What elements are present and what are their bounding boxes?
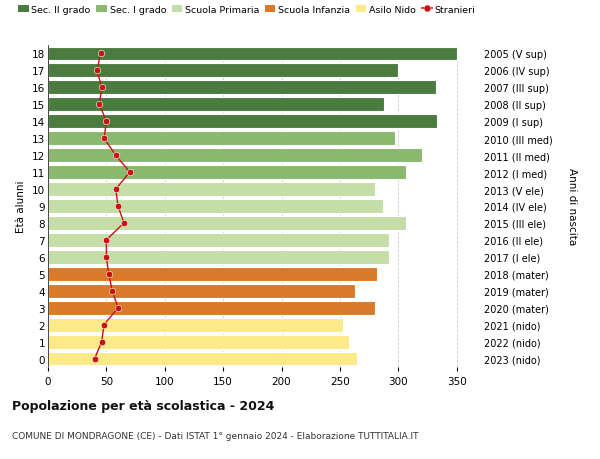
Bar bbox=[48, 132, 395, 146]
Point bbox=[111, 186, 121, 193]
Bar bbox=[48, 267, 377, 281]
Point bbox=[90, 355, 100, 363]
Bar bbox=[48, 183, 375, 196]
Point bbox=[101, 118, 111, 126]
Point bbox=[113, 304, 123, 312]
Bar bbox=[48, 217, 406, 230]
Point bbox=[101, 237, 111, 244]
Bar bbox=[48, 149, 422, 163]
Bar bbox=[48, 64, 398, 78]
Point bbox=[95, 101, 104, 109]
Point bbox=[101, 254, 111, 261]
Point bbox=[96, 50, 106, 58]
Point bbox=[99, 321, 109, 329]
Point bbox=[125, 169, 134, 176]
Bar bbox=[48, 47, 457, 62]
Bar bbox=[48, 98, 384, 112]
Bar bbox=[48, 200, 383, 213]
Point bbox=[104, 270, 113, 278]
Bar bbox=[48, 335, 349, 349]
Bar bbox=[48, 115, 437, 129]
Point bbox=[107, 287, 117, 295]
Bar bbox=[48, 166, 406, 179]
Bar bbox=[48, 250, 389, 264]
Bar bbox=[48, 301, 375, 315]
Point bbox=[119, 220, 128, 227]
Point bbox=[97, 84, 107, 92]
Bar bbox=[48, 284, 355, 298]
Point bbox=[113, 203, 123, 210]
Bar bbox=[48, 318, 343, 332]
Bar bbox=[48, 81, 436, 95]
Text: COMUNE DI MONDRAGONE (CE) - Dati ISTAT 1° gennaio 2024 - Elaborazione TUTTITALIA: COMUNE DI MONDRAGONE (CE) - Dati ISTAT 1… bbox=[12, 431, 419, 441]
Bar bbox=[48, 234, 389, 247]
Y-axis label: Anni di nascita: Anni di nascita bbox=[567, 168, 577, 245]
Point bbox=[99, 135, 109, 143]
Bar bbox=[48, 352, 358, 366]
Text: Popolazione per età scolastica - 2024: Popolazione per età scolastica - 2024 bbox=[12, 399, 274, 412]
Legend: Sec. II grado, Sec. I grado, Scuola Primaria, Scuola Infanzia, Asilo Nido, Stran: Sec. II grado, Sec. I grado, Scuola Prim… bbox=[18, 6, 476, 15]
Point bbox=[111, 152, 121, 159]
Y-axis label: Età alunni: Età alunni bbox=[16, 180, 26, 233]
Point bbox=[92, 67, 102, 75]
Point bbox=[97, 338, 107, 346]
